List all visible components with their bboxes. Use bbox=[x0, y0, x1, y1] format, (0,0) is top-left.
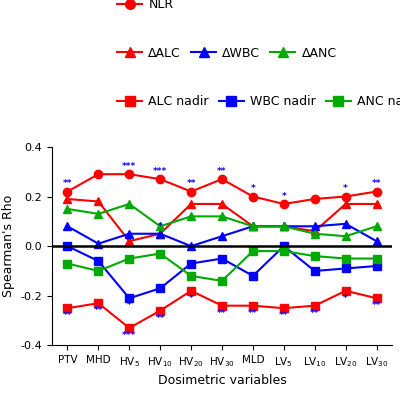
Text: **: ** bbox=[217, 167, 227, 176]
Text: **: ** bbox=[248, 309, 258, 318]
Text: *: * bbox=[250, 184, 255, 193]
Text: ***: *** bbox=[153, 167, 167, 176]
Text: **: ** bbox=[372, 179, 381, 188]
Legend: ALC nadir, WBC nadir, ANC nadir: ALC nadir, WBC nadir, ANC nadir bbox=[112, 91, 400, 113]
Text: *: * bbox=[343, 184, 348, 193]
Y-axis label: Spearman's Rho: Spearman's Rho bbox=[2, 195, 15, 297]
X-axis label: Dosimetric variables: Dosimetric variables bbox=[158, 374, 286, 387]
Text: **: ** bbox=[279, 311, 288, 320]
Text: **: ** bbox=[217, 309, 227, 318]
Text: *: * bbox=[127, 301, 132, 310]
Text: *: * bbox=[343, 294, 348, 303]
Text: ***: *** bbox=[122, 331, 136, 340]
Text: **: ** bbox=[372, 301, 381, 310]
Text: **: ** bbox=[94, 306, 103, 316]
Text: *: * bbox=[282, 192, 286, 201]
Text: ***: *** bbox=[122, 162, 136, 171]
Text: **: ** bbox=[186, 179, 196, 188]
Text: *: * bbox=[189, 294, 194, 303]
Text: **: ** bbox=[63, 179, 72, 188]
Text: *: * bbox=[158, 222, 162, 231]
Text: **: ** bbox=[156, 314, 165, 323]
Text: **: ** bbox=[310, 309, 320, 318]
Text: **: ** bbox=[63, 311, 72, 320]
